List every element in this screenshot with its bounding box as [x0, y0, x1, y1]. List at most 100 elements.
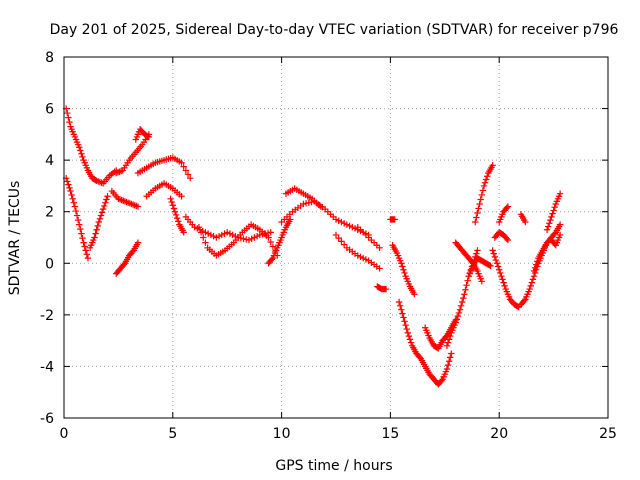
data-point — [548, 213, 555, 221]
data-point — [447, 354, 454, 361]
data-point — [74, 216, 82, 224]
series-track-e — [113, 239, 142, 277]
data-point — [529, 276, 537, 283]
data-point — [93, 226, 100, 233]
data-point — [438, 377, 445, 384]
data-point — [403, 325, 410, 333]
data-point — [457, 302, 465, 310]
data-point — [71, 203, 79, 210]
series-track-g — [132, 126, 153, 143]
data-point — [477, 196, 484, 203]
data-point — [68, 191, 75, 199]
data-point — [398, 306, 405, 313]
y-tick-label: -4 — [40, 359, 54, 375]
data-point — [129, 248, 136, 255]
y-tick-label: 6 — [45, 102, 54, 118]
data-point — [472, 218, 479, 226]
data-point — [405, 332, 413, 340]
plot-frame — [63, 56, 609, 419]
data-point — [70, 199, 77, 206]
data-point — [144, 133, 151, 140]
y-tick-label: -6 — [40, 411, 54, 427]
data-point — [501, 282, 508, 290]
data-point — [265, 234, 272, 241]
data-point — [95, 218, 103, 226]
data-point — [556, 231, 564, 239]
data-point — [491, 253, 499, 261]
data-point — [474, 247, 481, 254]
data-point — [338, 238, 345, 245]
data-point — [79, 234, 86, 242]
series-track-aa — [489, 247, 522, 311]
series-track-af — [530, 221, 564, 275]
data-point — [447, 332, 454, 340]
data-point — [489, 162, 496, 169]
data-point — [180, 229, 187, 236]
data-point — [376, 244, 383, 252]
data-point — [473, 214, 480, 221]
data-point — [66, 184, 73, 192]
y-tick-label: 2 — [45, 205, 54, 221]
series-track-p — [332, 231, 383, 272]
data-point — [498, 272, 505, 280]
data-point — [168, 198, 175, 206]
data-point — [546, 220, 553, 227]
data-point — [500, 279, 507, 286]
data-point — [455, 309, 463, 317]
data-point — [376, 265, 383, 272]
series-track-b — [62, 174, 92, 262]
data-point — [460, 294, 467, 302]
data-point — [401, 269, 408, 277]
data-point — [180, 163, 187, 170]
data-point — [78, 150, 85, 157]
data-point — [173, 214, 181, 222]
data-point — [317, 203, 324, 210]
series-track-z — [472, 162, 496, 226]
data-point — [94, 222, 101, 230]
y-tick-label: -2 — [40, 308, 54, 324]
x-tick-label: 10 — [273, 426, 291, 442]
data-point — [528, 279, 536, 286]
data-point — [549, 210, 556, 217]
data-point — [499, 276, 506, 283]
data-point — [400, 266, 407, 273]
data-point — [503, 235, 511, 242]
data-point — [473, 250, 480, 257]
data-point — [522, 218, 529, 226]
data-point — [478, 278, 485, 285]
data-point — [79, 153, 86, 161]
data-point — [492, 256, 500, 264]
data-point — [444, 361, 452, 369]
data-point — [134, 239, 142, 246]
data-point — [398, 260, 405, 267]
data-point — [530, 267, 538, 275]
data-point — [178, 159, 185, 166]
data-point — [202, 239, 209, 246]
data-point — [91, 234, 98, 241]
series-track-o — [282, 185, 324, 210]
series-track-i — [143, 180, 185, 200]
data-point — [64, 109, 71, 117]
data-point — [187, 174, 194, 182]
data-point — [443, 365, 451, 373]
data-point — [532, 261, 540, 268]
data-point — [556, 190, 564, 197]
data-point — [184, 171, 192, 178]
data-point — [544, 223, 552, 230]
series-track-r — [374, 283, 390, 293]
data-point — [97, 212, 105, 219]
series-track-y — [465, 254, 494, 280]
data-point — [400, 314, 407, 321]
chart-title: Day 201 of 2025, Sidereal Day-to-day VTE… — [50, 22, 619, 38]
data-point — [399, 310, 406, 317]
x-tick-label: 5 — [168, 426, 177, 442]
data-point — [170, 205, 178, 212]
data-point — [81, 243, 88, 250]
data-point — [453, 316, 460, 323]
data-point — [497, 269, 504, 277]
data-point — [486, 262, 493, 269]
series-track-l — [195, 221, 281, 259]
data-point — [65, 181, 72, 188]
data-point — [103, 196, 110, 203]
